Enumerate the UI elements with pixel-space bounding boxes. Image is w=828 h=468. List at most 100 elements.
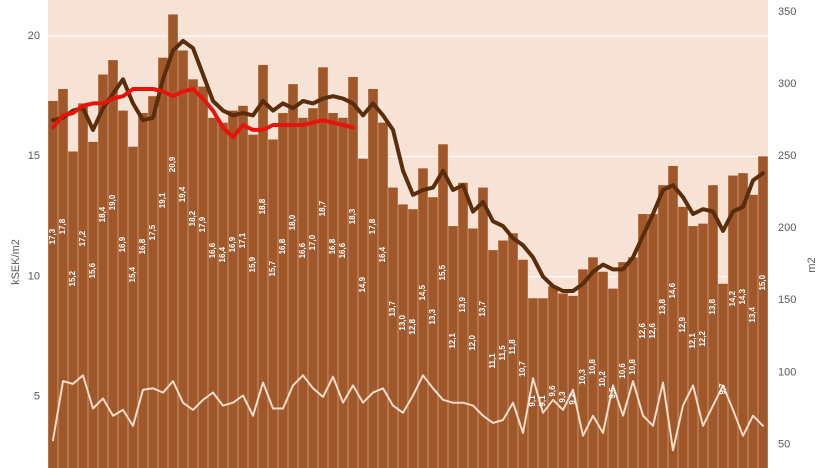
bar <box>318 67 328 468</box>
bar <box>568 295 578 468</box>
value-label: 9,3 <box>558 391 567 403</box>
value-label: 19,4 <box>178 186 187 202</box>
y2-tick-label: 250 <box>778 150 796 162</box>
bar <box>108 60 118 468</box>
bar <box>428 197 438 468</box>
value-label: 19,1 <box>158 192 167 208</box>
y2-axis-label: m2 <box>806 257 818 272</box>
value-label: 16,8 <box>138 238 147 254</box>
y2-tick-label: 350 <box>778 6 796 18</box>
line <box>51 87 355 140</box>
y2-tick-label: 100 <box>778 366 796 378</box>
value-label: 12,6 <box>648 323 657 339</box>
value-label: 14,6 <box>668 282 677 298</box>
value-label: 11,1 <box>488 353 497 369</box>
value-label: 17,8 <box>368 218 377 234</box>
bar <box>498 240 508 468</box>
bar <box>168 14 178 468</box>
bar <box>758 156 768 468</box>
value-label: 17,5 <box>148 224 157 240</box>
bar <box>118 110 128 468</box>
value-label: 18,2 <box>188 210 197 226</box>
bar <box>408 209 418 468</box>
value-label: 16,9 <box>228 236 237 252</box>
bar <box>98 74 108 468</box>
value-label: 15,4 <box>128 266 137 282</box>
bar <box>268 139 278 468</box>
value-label: 9,1 <box>528 395 537 407</box>
bar <box>208 117 218 468</box>
value-label: 17,8 <box>58 218 67 234</box>
value-label: 13,8 <box>658 298 667 314</box>
value-label: 15,9 <box>248 256 257 272</box>
value-label: 13,0 <box>398 314 407 330</box>
bar <box>608 288 618 468</box>
bar <box>548 286 558 468</box>
value-label: 13,8 <box>708 298 717 314</box>
y-tick-label: 5 <box>34 391 40 403</box>
bar <box>238 105 248 468</box>
value-label: 15,6 <box>88 262 97 278</box>
bar <box>728 175 738 468</box>
bar <box>698 223 708 468</box>
value-label: 13,9 <box>458 296 467 312</box>
value-label: 12,0 <box>468 335 477 351</box>
bar <box>688 226 698 468</box>
value-label: 15,7 <box>268 260 277 276</box>
value-label: 16,4 <box>218 246 227 262</box>
bar <box>448 226 458 468</box>
bar <box>518 259 528 468</box>
bar <box>68 151 78 468</box>
value-label: 9,5 <box>608 387 617 399</box>
bar <box>618 262 628 468</box>
value-label: 12,6 <box>638 323 647 339</box>
bar <box>368 88 378 468</box>
bar <box>588 257 598 468</box>
value-label: 17,0 <box>308 234 317 250</box>
value-label: 10,8 <box>628 359 637 375</box>
value-label: 14,3 <box>738 288 747 304</box>
value-label: 14,5 <box>418 284 427 300</box>
bar <box>218 122 228 468</box>
plot-area <box>48 0 768 468</box>
value-label: 17,9 <box>198 216 207 232</box>
bar <box>748 194 758 468</box>
value-label: 9,2 <box>568 393 577 405</box>
value-label: 17,3 <box>48 228 57 244</box>
bar <box>358 158 368 468</box>
value-label: 14,9 <box>358 276 367 292</box>
bar <box>88 141 98 468</box>
value-label: 13,7 <box>478 300 487 316</box>
bar <box>78 103 88 468</box>
line <box>51 38 765 293</box>
value-label: 12,1 <box>688 333 697 349</box>
bar <box>198 86 208 468</box>
value-label: 16,6 <box>298 242 307 258</box>
bar <box>508 233 518 468</box>
value-label: 9,6 <box>548 385 557 397</box>
bar <box>138 113 148 468</box>
value-label: 9,1 <box>538 395 547 407</box>
bar <box>658 185 668 468</box>
bar <box>278 113 288 468</box>
bar <box>578 269 588 468</box>
bar <box>258 64 268 468</box>
bar <box>628 257 638 468</box>
y2-tick-label: 150 <box>778 294 796 306</box>
bar <box>708 185 718 468</box>
value-label: 14,2 <box>728 290 737 306</box>
y-tick-label: 10 <box>28 270 40 282</box>
bar <box>678 206 688 468</box>
bar <box>638 214 648 468</box>
value-label: 12,2 <box>698 331 707 347</box>
bar <box>378 122 388 468</box>
bar <box>48 100 58 468</box>
bar <box>648 214 658 468</box>
value-label: 10,6 <box>618 363 627 379</box>
bar <box>458 182 468 468</box>
bar <box>718 283 728 468</box>
value-label: 18,3 <box>348 208 357 224</box>
bar <box>398 204 408 468</box>
